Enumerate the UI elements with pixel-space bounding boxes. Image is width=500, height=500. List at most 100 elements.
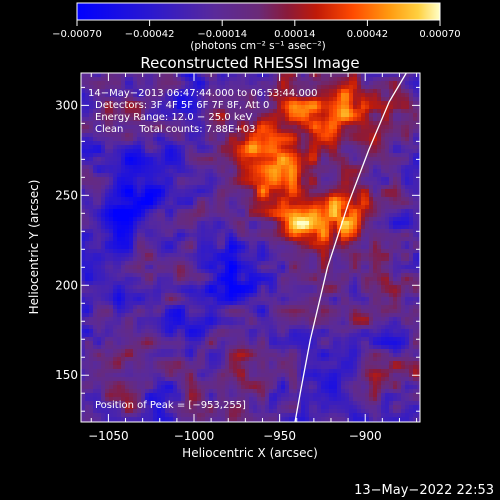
heatmap-cell [157,137,162,142]
heatmap-cell [321,213,326,218]
heatmap-cell [293,237,298,242]
heatmap-cell [145,97,150,102]
heatmap-cell [241,261,246,266]
heatmap-cell [125,193,130,198]
heatmap-cell [381,97,386,102]
heatmap-cell [405,157,410,162]
heatmap-cell [205,81,210,86]
heatmap-cell [301,81,306,86]
heatmap-cell [233,241,238,246]
heatmap-cell [137,161,142,166]
heatmap-cell [333,209,338,214]
heatmap-cell [265,245,270,250]
heatmap-cell [349,129,354,134]
heatmap-cell [209,257,214,262]
heatmap-cell [165,285,170,290]
heatmap-cell [157,185,162,190]
heatmap-cell [317,121,322,126]
heatmap-cell [189,105,194,110]
heatmap-cell [133,169,138,174]
heatmap-cell [253,213,258,218]
heatmap-cell [117,277,122,282]
heatmap-cell [117,125,122,130]
heatmap-cell [285,77,290,82]
heatmap-cell [189,261,194,266]
heatmap-cell [281,169,286,174]
heatmap-cell [373,101,378,106]
heatmap-cell [417,277,420,282]
heatmap-cell [85,125,90,130]
colorbar-ticks [76,20,441,26]
heatmap-cell [321,85,326,90]
heatmap-cell [105,181,110,186]
heatmap-cell [213,73,218,78]
heatmap-cell [217,125,222,130]
heatmap-cell [105,77,110,82]
heatmap-cell [349,81,354,86]
heatmap-cell [193,165,198,170]
heatmap-cell [357,85,362,90]
heatmap-cell [369,109,374,114]
heatmap-cell [249,217,254,222]
heatmap-cell [305,169,310,174]
heatmap-cell [237,217,242,222]
heatmap-cell [321,113,326,118]
heatmap-cell [401,249,406,254]
heatmap-cell [185,149,190,154]
heatmap-cell [393,149,398,154]
heatmap-cell [289,117,294,122]
heatmap-cell [81,81,86,86]
heatmap-cell [257,249,262,254]
heatmap-cell [417,233,420,238]
heatmap-cell [173,285,178,290]
heatmap-cell [229,253,234,258]
heatmap-cell [85,137,90,142]
heatmap-cell [397,301,402,306]
heatmap-cell [209,197,214,202]
heatmap-cell [109,241,114,246]
heatmap-cell [85,197,90,202]
heatmap-cell [177,237,182,242]
heatmap-cell [161,285,166,290]
heatmap-cell [185,269,190,274]
heatmap-cell [201,189,206,194]
heatmap-cell [149,193,154,198]
heatmap-cell [213,265,218,270]
heatmap-cell [393,205,398,210]
heatmap-cell [345,233,350,238]
heatmap-cell [121,217,126,222]
heatmap-cell [301,289,306,294]
heatmap-cell [269,105,274,110]
heatmap-cell [201,177,206,182]
heatmap-cell [325,233,330,238]
heatmap-cell [281,73,286,78]
heatmap-cell [357,217,362,222]
heatmap-cell [117,173,122,178]
heatmap-cell [273,153,278,158]
heatmap-cell [137,157,142,162]
heatmap-cell [225,73,230,78]
heatmap-cell [229,285,234,290]
heatmap-cell [89,133,94,138]
heatmap-cell [345,221,350,226]
heatmap-cell [137,277,142,282]
heatmap-cell [97,149,102,154]
heatmap-cell [149,157,154,162]
heatmap-cell [413,157,418,162]
heatmap-cell [297,229,302,234]
heatmap-cell [213,93,218,98]
heatmap-cell [145,213,150,218]
heatmap-cell [309,121,314,126]
heatmap-cell [229,225,234,230]
heatmap-cell [113,73,118,78]
heatmap-cell [225,117,230,122]
heatmap-cell [141,193,146,198]
heatmap-cell [345,253,350,258]
heatmap-cell [261,277,266,282]
heatmap-cell [353,109,358,114]
heatmap-cell [373,177,378,182]
heatmap-cell [305,261,310,266]
heatmap-cell [349,113,354,118]
heatmap-cell [209,145,214,150]
heatmap-cell [185,185,190,190]
